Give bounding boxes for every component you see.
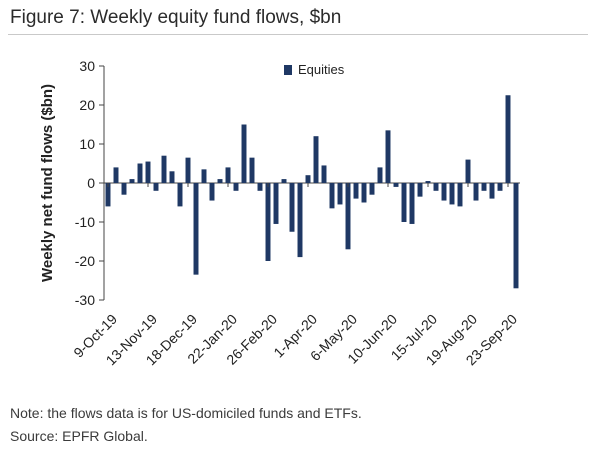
bar xyxy=(513,183,519,289)
bar xyxy=(209,183,215,201)
bar xyxy=(289,183,295,232)
bar xyxy=(433,183,439,191)
title-divider xyxy=(8,34,588,35)
bar xyxy=(249,157,255,183)
bar xyxy=(233,183,239,191)
bar xyxy=(369,183,375,195)
bar xyxy=(465,159,471,183)
bar xyxy=(385,130,391,183)
bar xyxy=(265,183,271,261)
legend-label: Equities xyxy=(298,62,345,77)
bar xyxy=(481,183,487,191)
bar xyxy=(273,183,279,224)
bar xyxy=(193,183,199,275)
bar xyxy=(417,183,423,197)
bar xyxy=(505,95,511,183)
bar xyxy=(345,183,351,250)
bar xyxy=(297,183,303,258)
chart: -30 -20 -10 0 10 20 30 Weekly net fund flows ($… xyxy=(39,58,520,368)
bar xyxy=(257,183,263,191)
bar xyxy=(425,181,431,183)
bar xyxy=(129,179,135,183)
bar xyxy=(185,157,191,183)
bar xyxy=(337,183,343,205)
bar xyxy=(361,183,367,203)
bar xyxy=(313,136,319,183)
bar xyxy=(201,169,207,183)
bar xyxy=(329,183,335,209)
bar xyxy=(145,161,151,183)
bar xyxy=(225,167,231,183)
bar xyxy=(401,183,407,222)
bar xyxy=(377,167,383,183)
y-tick-label: -20 xyxy=(75,253,95,269)
bar xyxy=(497,183,503,191)
y-tick-label: 0 xyxy=(87,175,95,191)
bar xyxy=(177,183,183,207)
bar xyxy=(153,183,159,191)
source-note: Source: EPFR Global. xyxy=(10,428,148,444)
bar xyxy=(281,179,287,183)
y-tick-label: 20 xyxy=(79,97,95,113)
bar xyxy=(457,183,463,207)
bar xyxy=(105,183,111,207)
bar xyxy=(441,183,447,201)
y-tick-label: 30 xyxy=(79,58,95,74)
bar xyxy=(161,155,167,183)
bar xyxy=(321,165,327,183)
bar xyxy=(393,183,399,187)
figure-title: Figure 7: Weekly equity fund flows, $bn xyxy=(10,7,342,28)
bar xyxy=(353,183,359,199)
bar xyxy=(137,163,143,183)
bar xyxy=(305,175,311,183)
bar xyxy=(409,183,415,224)
plot-area: -30 -20 -10 0 10 20 30 Weekly net fund flows ($… xyxy=(39,58,520,368)
y-tick-label: 10 xyxy=(79,136,95,152)
bar xyxy=(241,124,247,183)
y-tick-label: -30 xyxy=(75,292,95,308)
footnote: Note: the flows data is for US-domiciled… xyxy=(10,405,362,421)
bar xyxy=(217,179,223,183)
bar xyxy=(113,167,119,183)
y-axis-label: Weekly net fund flows ($bn) xyxy=(39,84,56,282)
legend-swatch xyxy=(284,65,292,75)
bar xyxy=(169,171,175,183)
bar xyxy=(489,183,495,199)
bar xyxy=(449,183,455,205)
bar xyxy=(121,183,127,195)
bar xyxy=(473,183,479,201)
y-tick-label: -10 xyxy=(75,214,95,230)
